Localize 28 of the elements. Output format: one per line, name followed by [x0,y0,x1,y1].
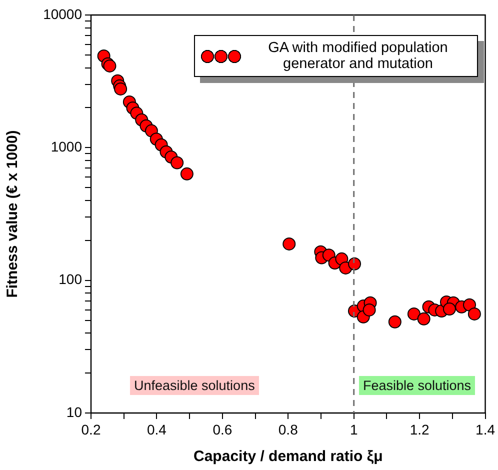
y-tick-label: 100 [58,271,82,288]
x-tick-label: 1 [350,421,358,438]
x-axis-title: Capacity / demand ratio ξμ [194,448,383,466]
point [388,315,402,328]
x-tick-label: 0.8 [278,421,298,438]
point [170,156,184,170]
point [442,302,456,316]
y-axis-title: Fitness value (€ x 1000) [4,130,22,298]
x-tick-label: 0.4 [146,421,167,438]
point [468,307,481,320]
y-tick-label: 10000 [43,6,82,22]
point [463,298,476,312]
point [362,303,376,316]
y-tick-label: 10 [66,404,82,420]
y-tick-label: 1000 [50,138,82,155]
point [348,257,362,270]
point [407,307,420,320]
point [417,312,430,326]
annotation: Feasible solutions [359,376,476,395]
x-tick-label: 0.2 [81,421,101,438]
legend-label: GA with modified population generator and mutation [267,40,449,72]
point [114,82,128,96]
x-tick-label: 0.6 [212,421,232,438]
x-tick-label: 1.2 [410,421,430,438]
x-tick-label: 1.4 [476,421,496,438]
point [180,167,194,180]
annotation: Unfeasible solutions [130,376,259,395]
point [282,237,296,250]
